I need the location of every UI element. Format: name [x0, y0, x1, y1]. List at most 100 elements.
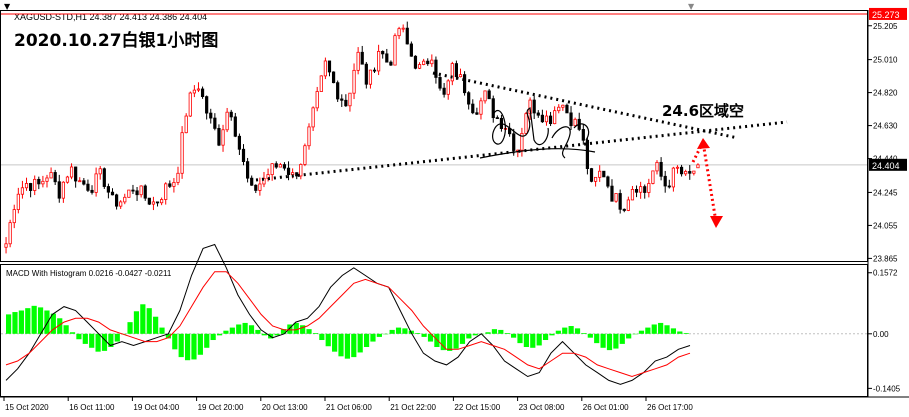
candle-body	[594, 176, 598, 182]
candle-body	[483, 90, 487, 102]
support-trendline[interactable]	[255, 120, 788, 182]
histogram-bar	[274, 333, 280, 336]
candle-body	[598, 170, 602, 178]
candle-body	[446, 80, 450, 95]
ask-price-marker	[869, 7, 907, 20]
candle-body	[422, 60, 426, 65]
candle-body	[336, 82, 340, 100]
symbol-dropdown-icon[interactable]: ▼	[4, 2, 11, 11]
candle-body	[684, 171, 688, 175]
histogram-bar	[312, 333, 319, 334]
candle-body	[164, 183, 168, 200]
histogram-bar	[18, 310, 24, 334]
histogram-bar	[427, 333, 434, 342]
histogram-bar	[574, 328, 581, 334]
candle-body	[663, 175, 667, 187]
candle-body	[426, 60, 430, 65]
macd-tick-label: 0.1572	[873, 269, 898, 278]
histogram-bar	[523, 333, 529, 348]
histogram-bar	[472, 333, 478, 336]
candle-body	[250, 177, 254, 186]
candle-body	[630, 189, 635, 201]
histogram-bar	[280, 329, 287, 334]
histogram-bar	[376, 333, 382, 337]
price-tick-label: 24.245	[873, 188, 898, 197]
resistance-trendline[interactable]	[432, 71, 739, 140]
histogram-bar	[498, 329, 504, 334]
candle-body	[82, 180, 86, 185]
candle-body	[131, 189, 135, 192]
histogram-bar	[325, 333, 331, 347]
histogram-bar	[395, 327, 402, 334]
price-tick-label: 25.205	[873, 22, 898, 31]
candle-body	[160, 199, 164, 204]
histogram-bar	[229, 327, 235, 334]
candle-body	[274, 163, 278, 168]
histogram-bar	[351, 333, 357, 358]
histogram-bar	[37, 307, 44, 334]
histogram-bar	[204, 333, 210, 348]
candle-body	[319, 75, 323, 92]
histogram-bar	[57, 318, 63, 334]
candle-body	[196, 88, 201, 91]
candle-body	[331, 71, 336, 84]
candle-body	[205, 96, 209, 114]
current-price-label: 24.404	[872, 161, 900, 171]
candle-body	[401, 27, 405, 30]
candle-body	[217, 128, 221, 146]
candle-body	[344, 99, 348, 107]
candle-body	[679, 166, 684, 175]
candle-body	[16, 193, 20, 210]
histogram-bar	[466, 333, 472, 339]
histogram-bar	[363, 333, 370, 348]
candle-body	[119, 201, 123, 207]
time-tick-label: 19 Oct 04:00	[133, 403, 179, 412]
histogram-bar	[485, 332, 491, 334]
candle-body	[241, 148, 246, 163]
candle-body	[561, 104, 565, 108]
histogram-bar	[300, 325, 306, 334]
histogram-bar	[383, 333, 389, 335]
time-tick-label: 19 Oct 20:00	[198, 403, 244, 412]
candle-body	[278, 164, 282, 168]
candle-body	[634, 189, 639, 193]
trendlines	[255, 71, 788, 182]
candle-body	[33, 178, 37, 191]
macd-title: MACD With Histogram 0.0216 -0.0427 -0.02…	[6, 269, 172, 278]
candle-body	[24, 183, 29, 189]
candle-body	[614, 193, 618, 202]
candle-body	[155, 201, 160, 204]
histogram-bar	[31, 305, 37, 334]
candle-body	[94, 173, 98, 193]
histogram-bar	[319, 333, 325, 341]
candle-body	[409, 43, 413, 57]
time-axis: 15 Oct 2020 16 Oct 11:00 19 Oct 04:00 19 Oc…	[3, 397, 693, 412]
histogram-bar	[89, 333, 95, 348]
histogram-bar	[491, 329, 498, 334]
histogram-bar	[619, 333, 625, 344]
candle-body	[569, 112, 573, 127]
histogram-bar	[581, 333, 587, 334]
histogram-bar	[370, 333, 376, 342]
candle-body	[389, 61, 393, 66]
forecast-arrow	[691, 137, 723, 228]
time-tick-label: 21 Oct 22:00	[390, 403, 436, 412]
histogram-bar	[606, 333, 613, 351]
candle-body	[548, 115, 553, 125]
signature-stroke	[479, 107, 596, 159]
candle-body	[417, 64, 422, 69]
candle-body	[327, 60, 332, 73]
candle-body	[110, 191, 115, 196]
candle-body	[589, 168, 594, 182]
candle-body	[20, 187, 25, 195]
candle-body	[479, 100, 483, 115]
candle-body	[49, 172, 53, 179]
candle-body	[524, 113, 528, 134]
corner-menu-icon[interactable]: ▼	[688, 2, 695, 11]
histogram-bar	[216, 333, 223, 336]
candle-body	[311, 107, 315, 128]
candle-body	[69, 166, 74, 178]
histogram-bar	[536, 333, 542, 346]
